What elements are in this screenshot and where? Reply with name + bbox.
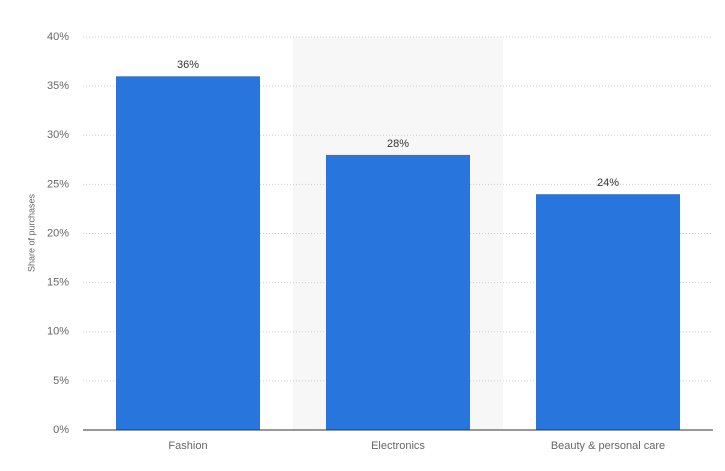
y-tick-label: 15% bbox=[47, 277, 69, 289]
y-tick-label: 0% bbox=[53, 424, 69, 436]
value-label: 36% bbox=[177, 59, 199, 71]
value-label: 28% bbox=[387, 138, 409, 150]
x-tick-label: Beauty & personal care bbox=[551, 440, 665, 452]
bar bbox=[116, 76, 260, 431]
y-tick-label: 10% bbox=[47, 326, 69, 338]
y-tick-label: 30% bbox=[47, 129, 69, 141]
bar bbox=[536, 194, 680, 430]
y-tick-label: 35% bbox=[47, 80, 69, 92]
x-tick-label: Fashion bbox=[168, 440, 207, 452]
y-tick-label: 20% bbox=[47, 227, 69, 239]
y-tick-label: 40% bbox=[47, 31, 69, 43]
y-axis-label: Share of purchases bbox=[26, 193, 36, 272]
x-tick-label: Electronics bbox=[371, 440, 425, 452]
bar bbox=[326, 154, 470, 430]
value-label: 24% bbox=[597, 177, 619, 189]
y-tick-label: 25% bbox=[47, 178, 69, 190]
y-tick-label: 5% bbox=[53, 375, 69, 387]
